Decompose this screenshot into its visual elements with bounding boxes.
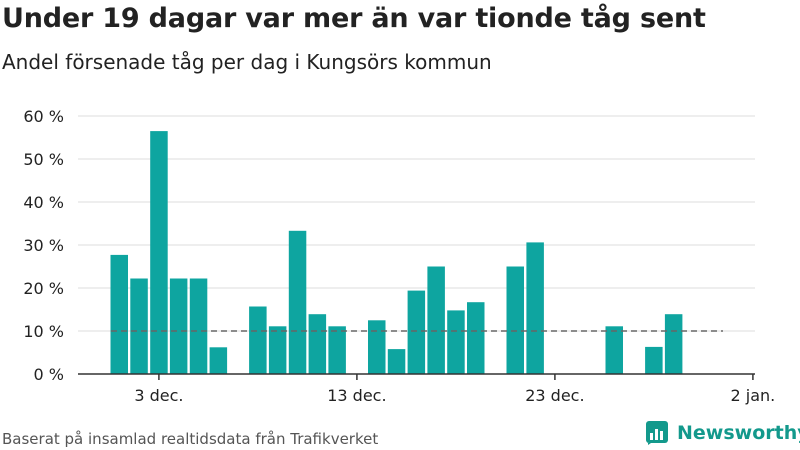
bar	[189, 278, 208, 374]
chart-title: Under 19 dagar var mer än var tionde tåg…	[2, 3, 706, 34]
x-tick-label: 3 dec.	[134, 386, 183, 405]
x-tick-label: 2 jan.	[731, 386, 776, 405]
bar	[664, 314, 683, 374]
bar	[209, 347, 228, 374]
brand-name: Newsworthy	[677, 422, 800, 444]
bar	[249, 306, 267, 374]
x-tick-label: 13 dec.	[327, 386, 386, 405]
chart-subtitle: Andel försenade tåg per dag i Kungsörs k…	[2, 50, 492, 74]
bar	[288, 230, 307, 374]
bar	[150, 131, 168, 374]
bar	[328, 326, 346, 374]
source-note: Baserat på insamlad realtidsdata från Tr…	[2, 430, 379, 448]
y-tick-label: 10 %	[23, 322, 64, 341]
bar	[605, 326, 623, 374]
bar	[645, 346, 663, 374]
y-tick-label: 50 %	[23, 150, 64, 169]
bar	[368, 320, 386, 375]
bar	[526, 242, 544, 374]
bar	[407, 290, 426, 374]
bar	[506, 266, 524, 374]
y-tick-label: 20 %	[23, 279, 64, 298]
bar	[130, 278, 148, 374]
x-tick-label: 23 dec.	[525, 386, 584, 405]
newsworthy-logo-icon	[646, 421, 668, 445]
brand-logo: Newsworthy	[645, 420, 800, 446]
bar	[169, 278, 188, 374]
bar	[467, 302, 485, 374]
y-tick-label: 60 %	[23, 107, 64, 126]
bar	[308, 314, 327, 374]
bar	[268, 326, 287, 374]
y-tick-label: 30 %	[23, 236, 64, 255]
y-tick-label: 0 %	[34, 365, 64, 384]
bar	[387, 349, 406, 374]
bar	[427, 266, 445, 374]
bar	[110, 254, 128, 374]
y-tick-label: 40 %	[23, 193, 64, 212]
bar	[447, 310, 465, 374]
